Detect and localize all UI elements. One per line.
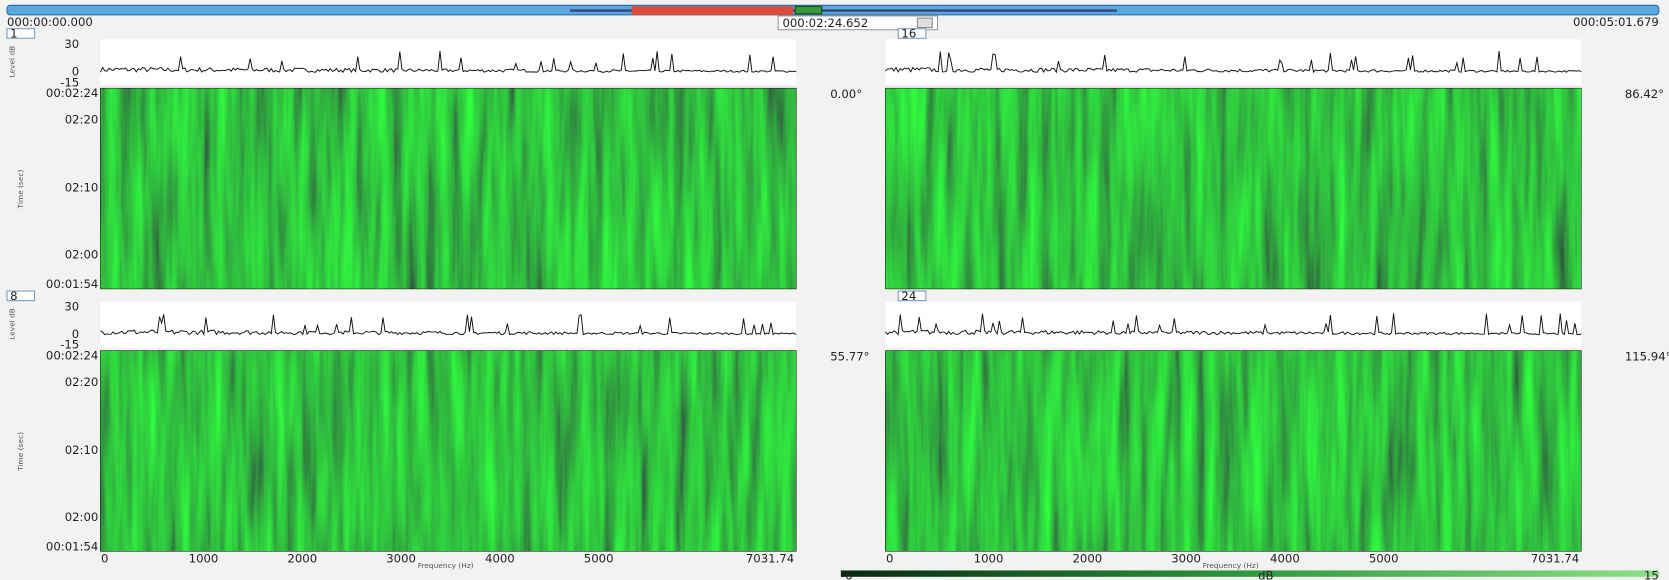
channel-label: 1 — [10, 26, 17, 40]
spectrogram-frame — [100, 350, 797, 552]
level-trace — [885, 313, 1582, 336]
playhead[interactable] — [794, 5, 823, 15]
frequency-tick: 4000 — [1270, 551, 1300, 565]
frequency-tick: 2000 — [287, 551, 317, 565]
channel-label: 8 — [10, 289, 17, 303]
spectrogram — [100, 350, 797, 552]
frequency-tick: 0 — [101, 551, 108, 565]
frequency-tick: 5000 — [584, 551, 614, 565]
spectrogram-frame — [885, 87, 1582, 290]
frequency-tick: 3000 — [1171, 551, 1201, 565]
time-tick: 00:02:24 — [46, 348, 98, 362]
channel-box[interactable] — [897, 28, 927, 39]
level-tick: 0 — [72, 65, 79, 79]
time-tick: 02:20 — [65, 375, 99, 389]
visible-range[interactable] — [631, 6, 794, 15]
time-tick: 02:00 — [65, 247, 99, 261]
level-tick: -15 — [60, 75, 79, 89]
channel-box[interactable] — [6, 28, 36, 39]
angle-label: 55.77° — [830, 349, 869, 363]
time-tick: 00:02:24 — [46, 86, 98, 100]
spectrogram-frame — [885, 350, 1582, 552]
level-plot — [885, 39, 1582, 85]
channel-label: 16 — [901, 26, 916, 40]
angle-label: 86.42° — [1625, 87, 1664, 101]
time-tick: 02:10 — [65, 443, 99, 457]
time-tick: 02:10 — [65, 181, 99, 195]
channel-box[interactable] — [897, 290, 927, 302]
frequency-tick: 4000 — [485, 551, 515, 565]
spectrogram-frame — [100, 87, 797, 290]
frequency-tick: 5000 — [1369, 551, 1399, 565]
level-trace — [885, 50, 1582, 74]
level-axis-label: Level dB — [7, 46, 16, 78]
channel-label: 24 — [901, 289, 916, 303]
spectrogram — [885, 350, 1582, 552]
level-tick: -15 — [60, 338, 79, 352]
spinner[interactable] — [916, 17, 933, 29]
level-tick: 30 — [64, 299, 79, 313]
angle-label: 0.00° — [830, 87, 862, 101]
angle-label: 115.94° — [1625, 349, 1669, 363]
channel-box[interactable] — [6, 290, 36, 302]
time-tick: 02:20 — [65, 113, 99, 127]
timeline-current: 000:02:24.652 — [782, 16, 868, 30]
time-input[interactable] — [777, 15, 939, 31]
frequency-tick: 3000 — [386, 551, 416, 565]
level-tick: 30 — [64, 37, 79, 51]
colorbar-min: -6 — [841, 568, 853, 580]
spectrogram — [885, 88, 1582, 289]
level-plot — [885, 301, 1582, 348]
frequency-axis-label: Frequency (Hz) — [1203, 561, 1259, 570]
timeline-start: 000:00:00.000 — [7, 15, 93, 29]
colorbar — [840, 570, 1659, 577]
level-plot — [100, 301, 797, 348]
frequency-tick: 1000 — [189, 551, 219, 565]
colorbar-max: 15 — [1644, 568, 1659, 580]
time-axis-label: Time (sec) — [16, 432, 25, 472]
colorbar-label: dB — [1258, 568, 1273, 580]
level-trace — [100, 51, 797, 74]
frequency-axis-label: Frequency (Hz) — [418, 561, 474, 570]
time-axis-label: Time (sec) — [16, 170, 25, 210]
spectrogram — [100, 88, 797, 289]
level-tick: 0 — [72, 327, 79, 341]
level-axis-label: Level dB — [7, 308, 16, 340]
frequency-tick: 1000 — [974, 551, 1004, 565]
timeline-end: 000:05:01.679 — [1573, 15, 1659, 29]
frequency-tick: 2000 — [1072, 551, 1102, 565]
time-tick: 00:01:54 — [46, 277, 98, 291]
frequency-tick: 0 — [886, 551, 893, 565]
time-tick: 02:00 — [65, 510, 99, 524]
time-tick: 00:01:54 — [46, 540, 98, 554]
level-plot — [100, 39, 797, 85]
level-trace — [100, 314, 797, 337]
frequency-tick: 7031.74 — [746, 551, 794, 565]
frequency-tick: 7031.74 — [1531, 551, 1579, 565]
